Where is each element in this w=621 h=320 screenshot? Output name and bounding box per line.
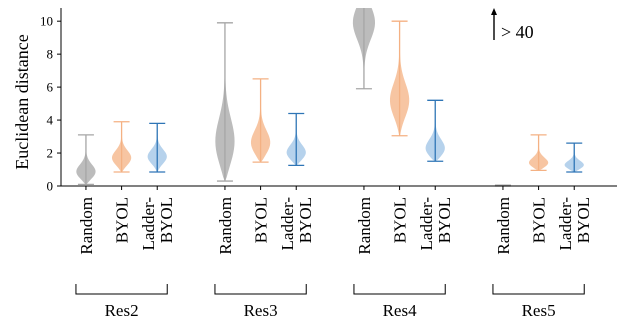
annotation-label: > 40: [501, 22, 534, 42]
x-category-label: BYOL: [296, 197, 315, 243]
y-tick-label: 4: [47, 113, 54, 128]
group-bracket: [492, 284, 585, 295]
y-tick-label: 10: [40, 14, 53, 29]
x-category-label: BYOL: [574, 197, 593, 243]
group-bracket: [214, 284, 307, 295]
y-tick-label: 0: [47, 179, 54, 194]
x-category-label: BYOL: [252, 197, 271, 243]
x-category-label: BYOL: [391, 197, 410, 243]
y-tick-label: 6: [47, 80, 54, 95]
group-label: Res3: [244, 301, 278, 320]
group-label: Res5: [522, 301, 556, 320]
x-category-label: Random: [77, 197, 96, 255]
x-category-label: Random: [494, 197, 513, 255]
group-bracket: [353, 284, 446, 295]
x-category-label: Ladder-: [278, 197, 297, 251]
group-label: Res2: [105, 301, 139, 320]
x-category-label: Ladder-: [417, 197, 436, 251]
y-axis-label: Euclidean distance: [12, 34, 32, 169]
x-category-label: Ladder-: [139, 197, 158, 251]
y-tick-label: 8: [47, 47, 54, 62]
group-label: Res4: [383, 301, 418, 320]
annotation-arrow: [491, 8, 497, 40]
x-category-label: BYOL: [157, 197, 176, 243]
x-category-label: Random: [216, 197, 235, 255]
x-category-label: BYOL: [435, 197, 454, 243]
x-category-label: BYOL: [530, 197, 549, 243]
group-bracket: [75, 284, 168, 295]
y-tick-label: 2: [47, 146, 54, 161]
x-category-label: Ladder-: [556, 197, 575, 251]
x-category-label: BYOL: [113, 197, 132, 243]
x-category-label: Random: [355, 197, 374, 255]
